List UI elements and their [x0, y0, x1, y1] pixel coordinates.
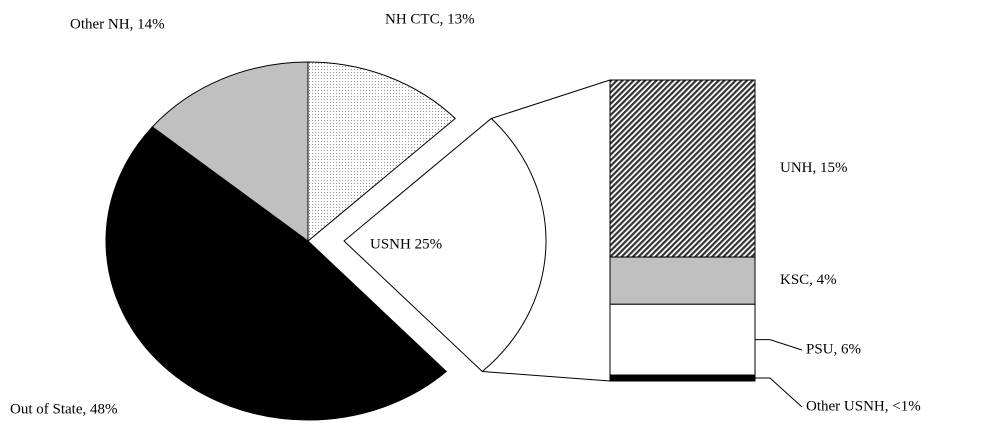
- slice-label: Other NH, 14%: [70, 16, 165, 32]
- segment-label: KSC, 4%: [780, 272, 837, 288]
- segment-label: UNH, 15%: [780, 160, 848, 176]
- leader-line: [755, 339, 803, 351]
- pie-slice: [343, 117, 547, 373]
- segment-label: Other USNH, <1%: [806, 398, 921, 414]
- pie-slice: [105, 126, 448, 421]
- bar-segment: [609, 374, 756, 382]
- leader-line: [755, 377, 803, 408]
- bar-segment: [609, 303, 756, 376]
- slice-label: USNH 25%: [370, 236, 442, 252]
- connector: [491, 79, 611, 119]
- bar-segment: [609, 256, 756, 305]
- pie-slice: [307, 61, 457, 243]
- pie-slice: [151, 61, 309, 242]
- connector: [482, 370, 611, 382]
- segment-label: PSU, 6%: [806, 341, 861, 357]
- slice-label: Out of State, 48%: [10, 401, 117, 417]
- bar-segment: [609, 79, 756, 258]
- slice-label: NH CTC, 13%: [385, 11, 475, 27]
